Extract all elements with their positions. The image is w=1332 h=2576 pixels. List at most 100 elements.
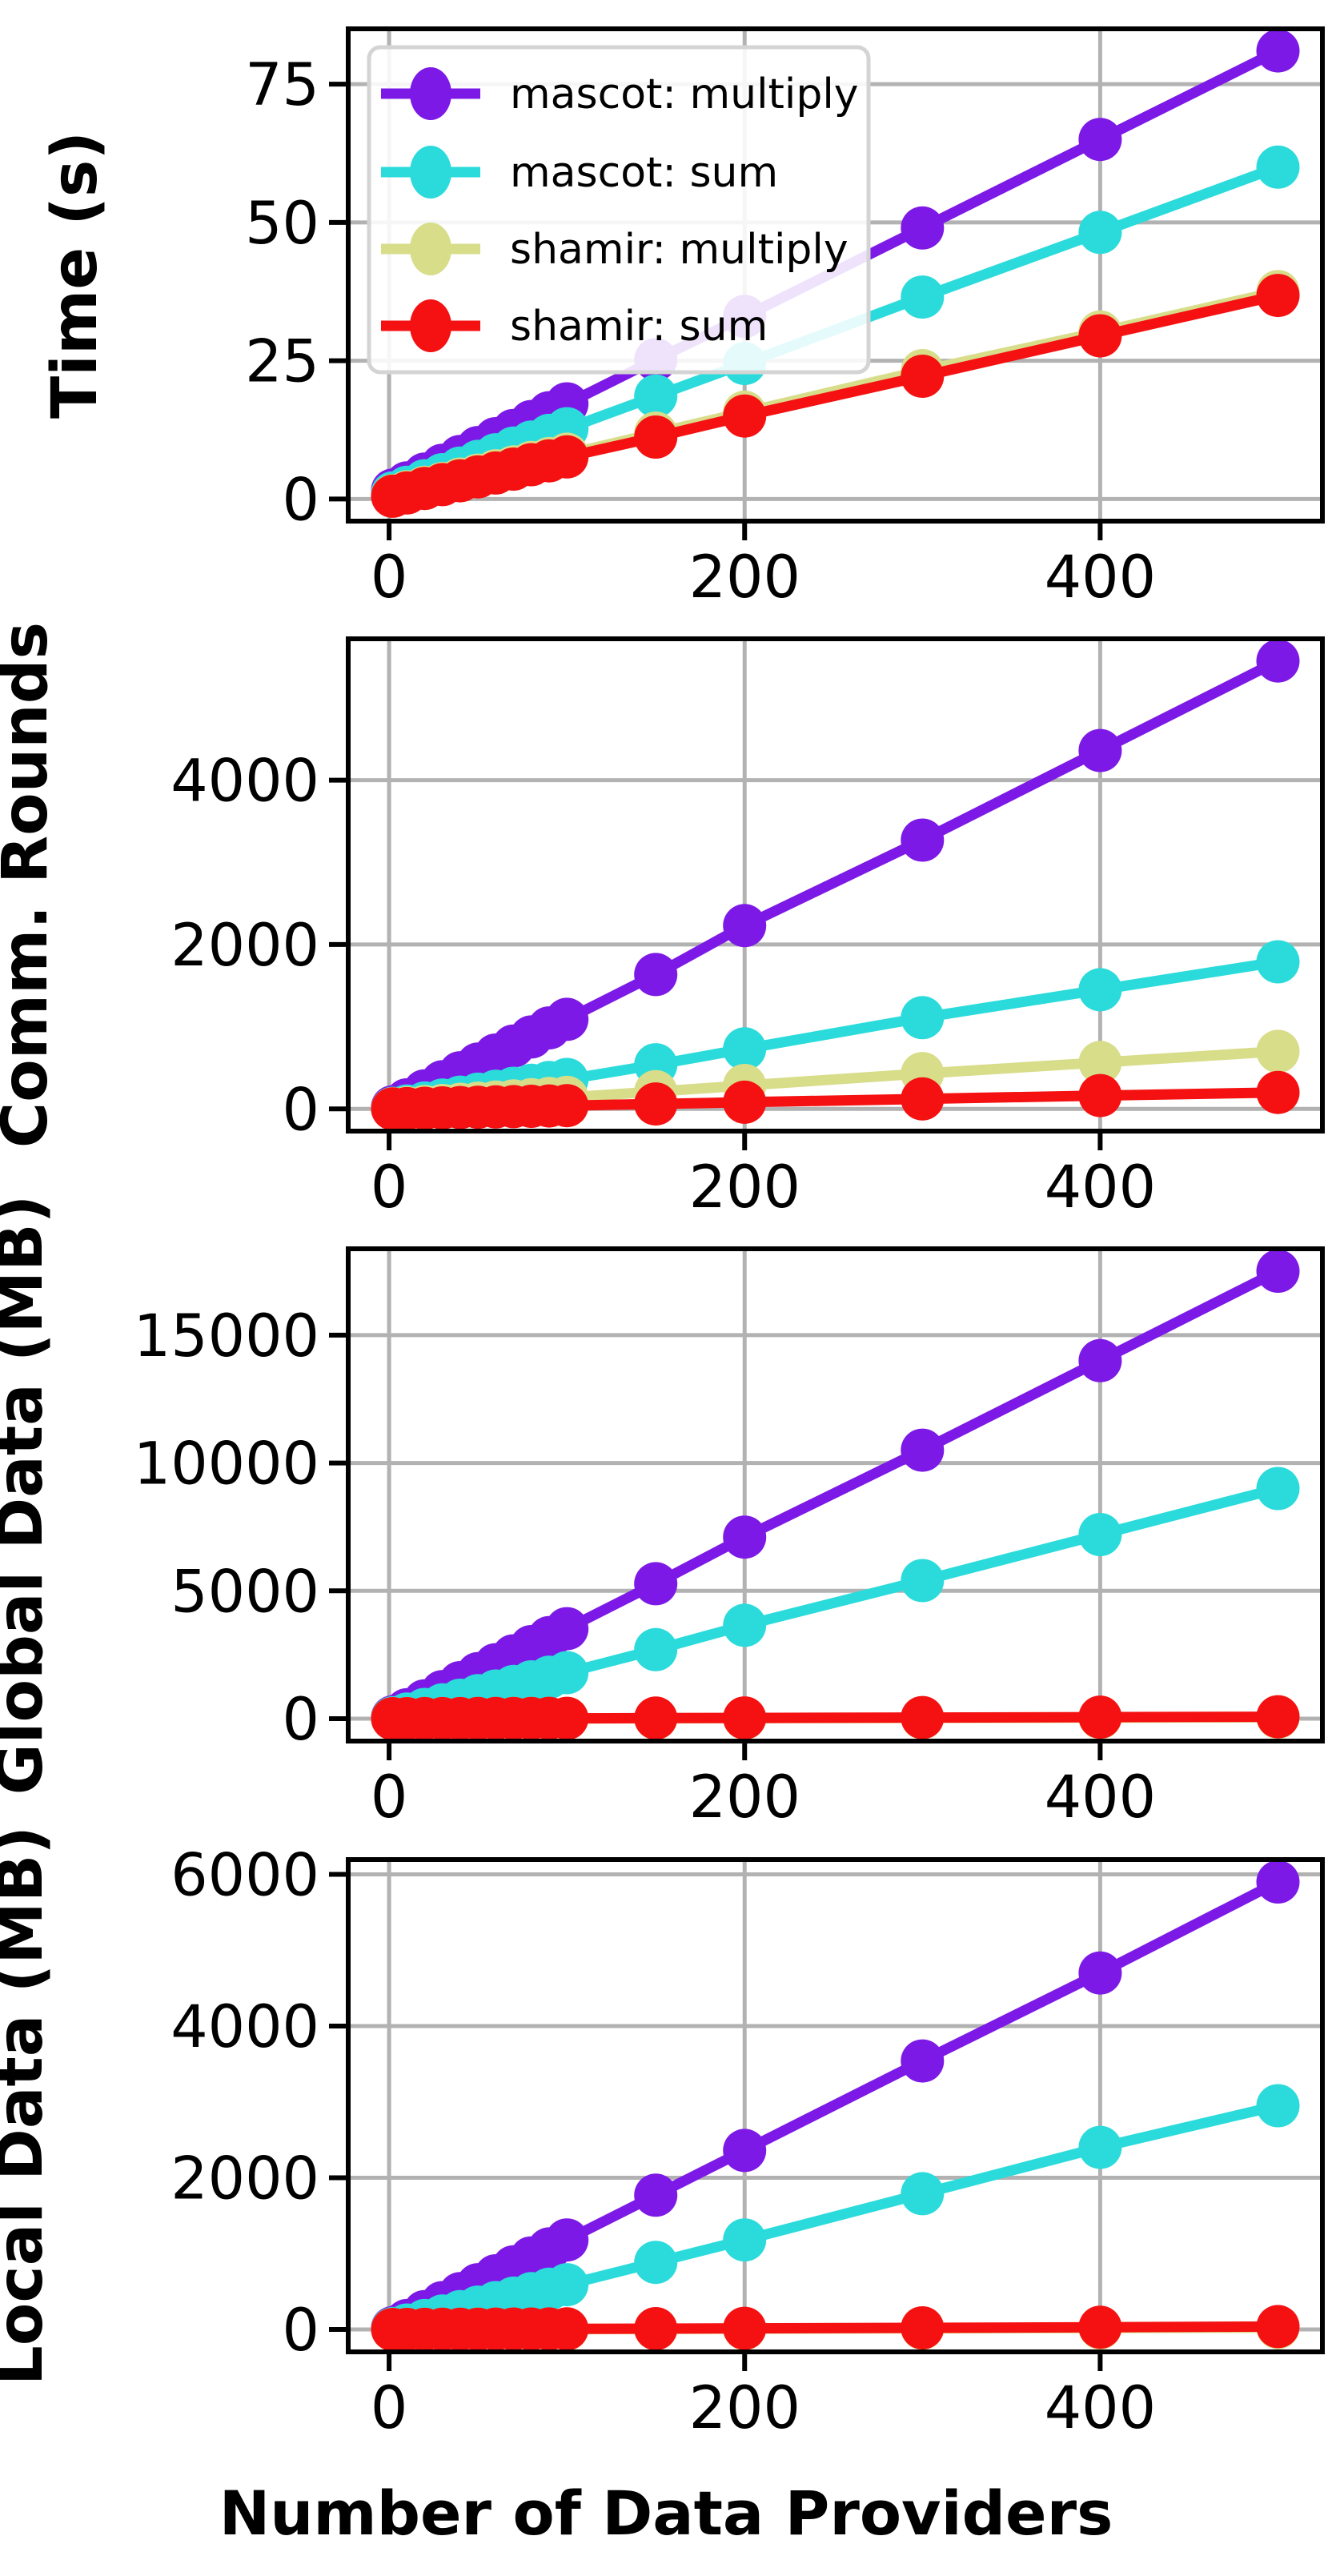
y-tick-label: 2000 xyxy=(171,2145,319,2213)
data-point xyxy=(545,2263,589,2307)
data-point xyxy=(901,1695,945,1739)
y-axis-label: Global Data (MB) xyxy=(0,1195,57,1796)
data-point xyxy=(1256,1695,1300,1739)
x-ticks: 0 200 400 xyxy=(371,521,1156,612)
legend-item-shamir-multiply: shamir: multiply xyxy=(381,223,849,275)
y-tick-label: 2000 xyxy=(171,912,319,980)
legend-label: shamir: sum xyxy=(510,303,768,351)
series-area xyxy=(371,29,1300,518)
y-tick-label: 4000 xyxy=(171,1993,319,2061)
data-point xyxy=(1078,1695,1122,1739)
data-point xyxy=(901,206,945,250)
data-point xyxy=(1256,2305,1300,2349)
series-shamir-sum xyxy=(371,1070,1300,1131)
axes-box xyxy=(346,26,1325,524)
y-tick-label: 10000 xyxy=(134,1430,319,1499)
legend-label: shamir: multiply xyxy=(510,226,849,274)
data-point xyxy=(1256,2084,1300,2128)
data-point xyxy=(545,1084,589,1128)
x-tick-label: 400 xyxy=(1045,544,1156,612)
data-point xyxy=(1256,1029,1300,1073)
data-point xyxy=(1078,118,1122,162)
data-point xyxy=(723,904,767,948)
data-point xyxy=(1256,1070,1300,1114)
data-point xyxy=(545,1696,589,1740)
y-tick-label: 6000 xyxy=(171,1841,319,1909)
data-point xyxy=(1256,1250,1300,1293)
data-point xyxy=(634,2173,678,2217)
axes-box xyxy=(346,636,1325,1134)
data-point xyxy=(634,2307,678,2350)
data-point xyxy=(901,2172,945,2216)
data-point xyxy=(1256,145,1300,189)
data-point xyxy=(1078,1041,1122,1085)
data-point xyxy=(545,2307,589,2351)
data-point xyxy=(901,1559,945,1603)
axes-box xyxy=(346,1857,1325,2354)
data-point xyxy=(1078,728,1122,772)
data-point xyxy=(1078,314,1122,358)
data-point xyxy=(901,996,945,1040)
y-tick-label: 0 xyxy=(283,1686,319,1754)
data-point xyxy=(1078,2305,1122,2349)
x-ticks: 0 200 400 xyxy=(371,1131,1156,1222)
y-ticks: 0 25 50 75 xyxy=(245,51,348,534)
data-point xyxy=(901,1428,945,1472)
data-point xyxy=(723,1027,767,1071)
data-point xyxy=(545,2218,589,2262)
data-point xyxy=(723,2306,767,2350)
data-point xyxy=(901,1077,945,1121)
series-area xyxy=(371,1250,1300,1740)
data-point xyxy=(723,1515,767,1559)
x-tick-label: 200 xyxy=(689,2374,800,2442)
legend-item-mascot-sum: mascot: sum xyxy=(381,146,778,199)
data-point xyxy=(901,818,945,862)
data-point xyxy=(901,2306,945,2349)
series-shamir-sum xyxy=(371,1695,1300,1740)
y-ticks: 0 2000 4000 6000 xyxy=(171,1841,348,2365)
y-tick-label: 0 xyxy=(283,1076,319,1144)
data-point xyxy=(545,1651,589,1695)
legend-marker xyxy=(410,67,451,120)
data-point xyxy=(1256,940,1300,984)
data-point xyxy=(1078,1073,1122,1117)
data-point xyxy=(634,2241,678,2285)
data-point xyxy=(1256,29,1300,73)
legend-label: mascot: sum xyxy=(510,149,778,197)
panel-local-data-mb: 0 200 400 0 2000 4000 6000 Local Data (MB) xyxy=(0,1826,1325,2442)
legend: mascot: multiply mascot: sum shamir: multi… xyxy=(367,45,871,375)
x-ticks: 0 200 400 xyxy=(371,1741,1156,1832)
x-tick-label: 200 xyxy=(689,1763,800,1832)
x-tick-label: 0 xyxy=(371,544,407,612)
data-point xyxy=(723,394,767,438)
data-point xyxy=(901,275,945,319)
data-point xyxy=(634,374,678,418)
data-point xyxy=(1078,1338,1122,1382)
y-axis-label: Local Data (MB) xyxy=(0,1826,57,2385)
axes-box xyxy=(346,1246,1325,1743)
series-shamir-sum xyxy=(371,274,1300,518)
series-area xyxy=(371,1860,1300,2351)
y-ticks: 0 2000 4000 xyxy=(171,748,348,1144)
legend-item-mascot-multiply: mascot: multiply xyxy=(381,67,859,120)
data-point xyxy=(1256,274,1300,318)
y-tick-label: 0 xyxy=(283,2297,319,2365)
data-point xyxy=(723,1080,767,1124)
legend-marker xyxy=(410,299,451,352)
data-point xyxy=(545,1607,589,1651)
data-point xyxy=(634,1627,678,1671)
data-point xyxy=(901,355,945,398)
y-tick-label: 25 xyxy=(245,328,319,396)
y-tick-label: 75 xyxy=(245,51,319,119)
data-point xyxy=(1078,968,1122,1012)
series-mascot-multiply xyxy=(371,1860,1300,2349)
panel-global-data-mb: 0 200 400 0 5000 10000 15000 Global Data (MB) xyxy=(0,1195,1325,1832)
data-point xyxy=(634,415,678,459)
x-ticks: 0 200 400 xyxy=(371,2352,1156,2442)
data-point xyxy=(1256,639,1300,683)
data-point xyxy=(1078,2125,1122,2169)
y-tick-label: 15000 xyxy=(134,1302,319,1370)
